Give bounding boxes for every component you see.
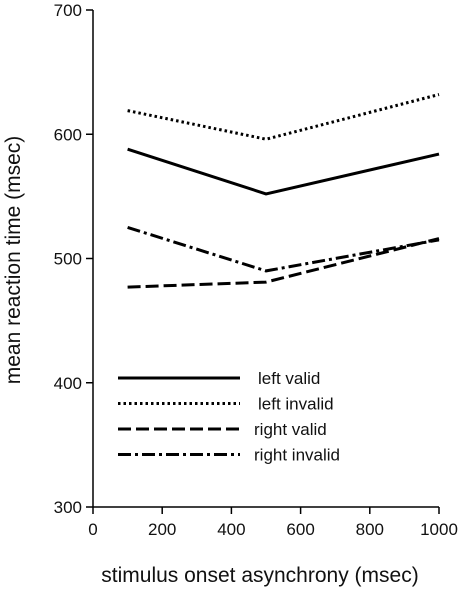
x-tick-label: 800 <box>356 520 384 539</box>
x-tick-label: 0 <box>88 520 97 539</box>
y-tick-label: 700 <box>54 1 82 20</box>
x-tick-label: 600 <box>286 520 314 539</box>
y-tick-label: 400 <box>54 374 82 393</box>
series-line-left-invalid <box>127 93 440 141</box>
legend-label: left valid <box>258 369 320 388</box>
y-tick-label: 300 <box>54 498 82 517</box>
legend-label: left invalid <box>258 395 334 414</box>
axes: 300 400 500 600 700 0 200 400 600 800 1000 <box>54 1 458 539</box>
x-tick-label: 1000 <box>420 520 458 539</box>
x-tick-label: 400 <box>217 520 245 539</box>
series-line-left-valid <box>127 147 440 196</box>
y-tick-label: 600 <box>54 125 82 144</box>
x-tick-label: 200 <box>148 520 176 539</box>
series-line-right-invalid <box>127 225 440 273</box>
legend: left valid left invalid right valid right i… <box>118 369 340 465</box>
y-tick-label: 500 <box>54 250 82 269</box>
series-layer <box>127 93 440 289</box>
y-axis-title: mean reaction time (msec) <box>2 136 25 385</box>
legend-label: right valid <box>254 420 327 439</box>
legend-label: right invalid <box>254 446 340 465</box>
x-axis-title: stimulus onset asynchrony (msec) <box>101 564 418 587</box>
series-line-right-valid <box>127 237 440 289</box>
